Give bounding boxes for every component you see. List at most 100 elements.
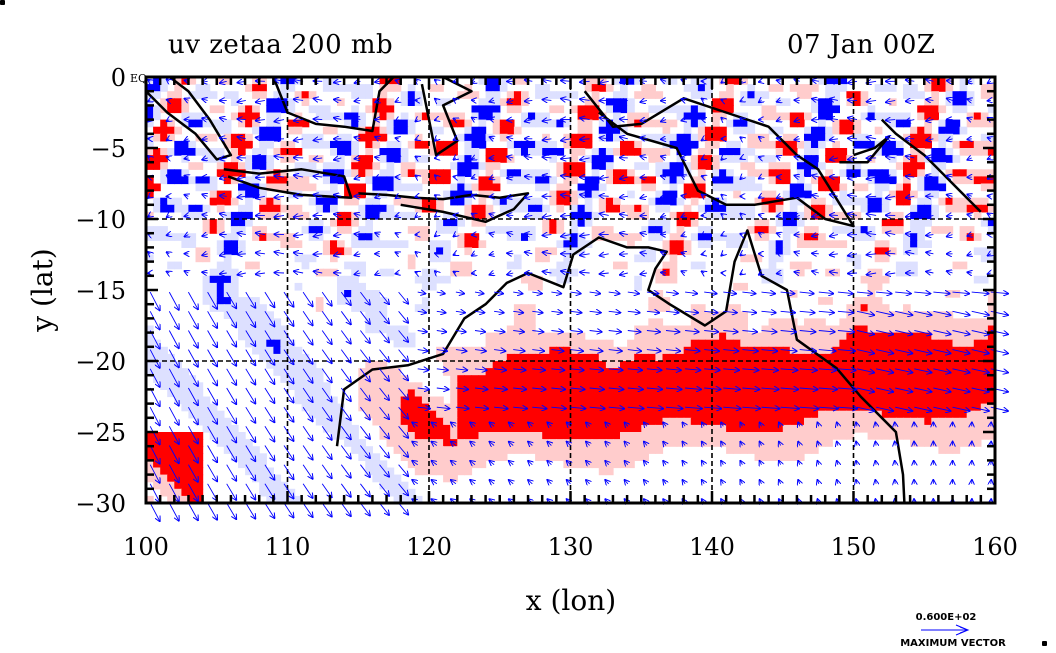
field-cell bbox=[167, 197, 175, 206]
field-cell bbox=[655, 375, 664, 383]
field-cell bbox=[393, 148, 402, 156]
field-cell bbox=[414, 183, 423, 192]
field-cell bbox=[789, 446, 798, 454]
field-cell bbox=[747, 133, 756, 142]
field-cell bbox=[216, 169, 225, 177]
field-cell bbox=[789, 219, 798, 227]
wind-vector bbox=[167, 79, 170, 81]
field-cell bbox=[230, 162, 239, 170]
field-cell bbox=[591, 453, 600, 461]
field-cell bbox=[761, 325, 770, 334]
field-cell bbox=[294, 389, 303, 398]
field-cell bbox=[839, 382, 848, 390]
field-cell bbox=[712, 119, 720, 128]
field-cell bbox=[598, 353, 607, 362]
field-cell bbox=[605, 339, 614, 348]
wind-vector bbox=[740, 273, 742, 274]
field-cell bbox=[853, 126, 862, 135]
field-cell bbox=[421, 453, 430, 461]
field-cell bbox=[464, 240, 473, 248]
field-cell bbox=[712, 332, 720, 341]
field-cell bbox=[365, 211, 373, 220]
field-cell bbox=[584, 98, 593, 106]
field-cell bbox=[832, 410, 840, 419]
wind-vector bbox=[947, 195, 953, 197]
wind-vector bbox=[379, 291, 390, 304]
field-cell bbox=[146, 254, 154, 263]
field-cell bbox=[924, 219, 932, 227]
field-cell bbox=[216, 247, 225, 256]
field-cell bbox=[973, 396, 982, 405]
field-cell bbox=[846, 361, 855, 369]
field-cell bbox=[683, 432, 692, 440]
field-cell bbox=[966, 432, 975, 440]
field-cell bbox=[563, 361, 572, 369]
field-cell bbox=[372, 126, 381, 135]
field-cell bbox=[973, 332, 982, 341]
field-cell bbox=[740, 424, 748, 433]
field-cell bbox=[308, 368, 317, 376]
field-cell bbox=[457, 190, 465, 199]
field-cell bbox=[782, 368, 791, 376]
field-cell bbox=[436, 197, 444, 206]
field-cell bbox=[450, 375, 458, 383]
field-cell bbox=[620, 261, 628, 270]
field-cell bbox=[230, 446, 239, 454]
wind-vector bbox=[895, 406, 912, 411]
wind-vector bbox=[971, 406, 989, 411]
field-cell bbox=[471, 346, 480, 355]
wind-vector bbox=[685, 388, 701, 389]
wind-vector bbox=[702, 254, 705, 255]
field-cell bbox=[266, 325, 274, 334]
field-cell bbox=[662, 162, 671, 170]
field-cell bbox=[563, 254, 572, 263]
field-cell bbox=[485, 204, 494, 213]
field-cell bbox=[513, 382, 522, 390]
wind-vector bbox=[264, 349, 275, 365]
field-cell bbox=[804, 155, 812, 163]
field-cell bbox=[308, 254, 317, 263]
field-cell bbox=[436, 396, 444, 405]
field-cell bbox=[655, 368, 664, 376]
field-cell bbox=[973, 275, 982, 284]
field-cell bbox=[464, 204, 473, 213]
field-cell bbox=[492, 91, 501, 99]
wind-vector bbox=[644, 461, 647, 465]
field-cell bbox=[195, 84, 204, 92]
field-cell bbox=[938, 346, 947, 355]
field-cell bbox=[280, 339, 289, 348]
field-cell bbox=[556, 446, 565, 454]
field-cell bbox=[436, 254, 444, 263]
field-cell bbox=[563, 410, 572, 419]
field-cell bbox=[160, 226, 168, 234]
field-cell bbox=[577, 339, 586, 348]
field-cell bbox=[910, 190, 918, 199]
wind-vector bbox=[360, 445, 370, 459]
field-cell bbox=[528, 226, 536, 234]
field-cell bbox=[648, 247, 656, 256]
field-cell bbox=[563, 240, 572, 248]
field-cell bbox=[818, 389, 826, 398]
wind-vector bbox=[416, 157, 418, 158]
wind-vector bbox=[472, 118, 475, 120]
field-cell bbox=[839, 148, 848, 156]
field-cell bbox=[308, 382, 317, 390]
field-cell bbox=[400, 446, 409, 454]
wind-vector bbox=[661, 80, 666, 82]
field-cell bbox=[917, 424, 925, 433]
wind-vector bbox=[207, 464, 218, 482]
wind-vector bbox=[543, 272, 552, 274]
field-cell bbox=[726, 439, 734, 447]
wind-vector bbox=[779, 442, 781, 446]
wind-vector bbox=[663, 423, 666, 427]
field-cell bbox=[931, 211, 939, 220]
field-cell bbox=[613, 361, 621, 369]
field-cell bbox=[188, 240, 197, 248]
field-cell bbox=[987, 382, 995, 390]
field-cell bbox=[910, 84, 918, 92]
field-cell bbox=[181, 176, 190, 185]
field-cell bbox=[712, 396, 720, 405]
wind-vector bbox=[283, 502, 294, 518]
field-cell bbox=[613, 353, 621, 362]
field-cell bbox=[358, 403, 366, 412]
